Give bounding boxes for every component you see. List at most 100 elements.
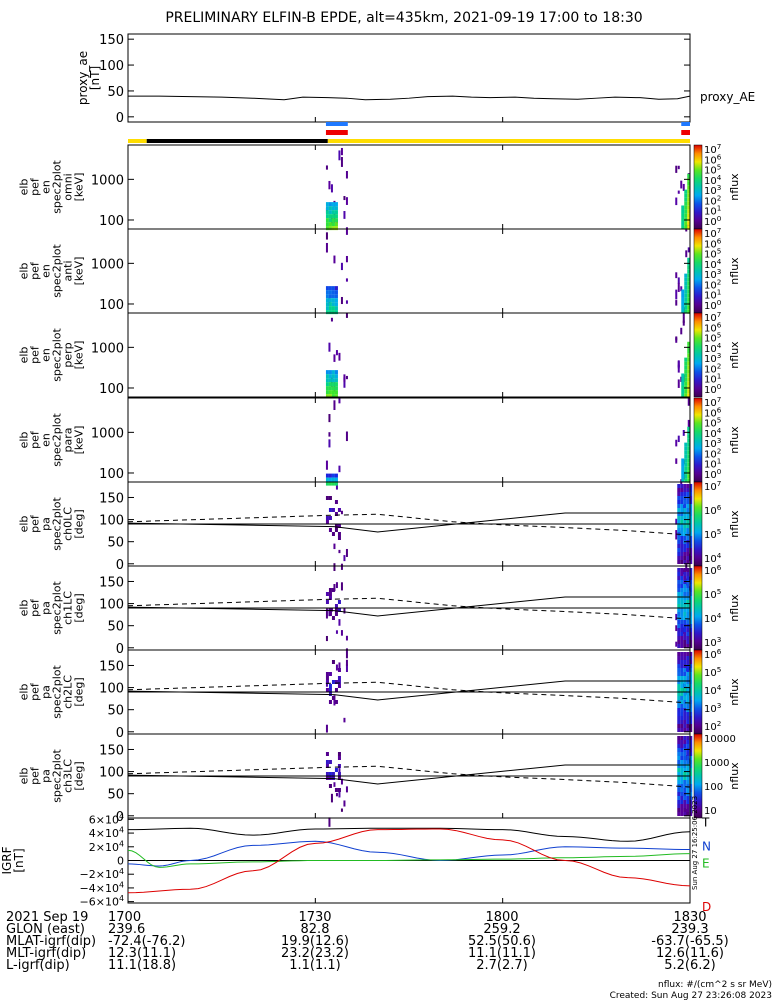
spectro-cell (689, 540, 693, 544)
panel-ylabel-line: [deg] (73, 509, 86, 538)
ephemeris-value: 1700 (108, 910, 141, 925)
spectro-cell (680, 536, 684, 540)
spectro-cell (328, 439, 331, 448)
spectro-cell (328, 180, 331, 190)
spectro-cell (325, 232, 328, 240)
panel-ylabel-line: spec2plot (51, 413, 64, 467)
spectro-cell (680, 680, 684, 684)
spectro-cell (684, 393, 688, 398)
spectro-cell (689, 688, 693, 692)
spectro-cell (684, 450, 688, 455)
ephemeris-value: 1.1(1.1) (289, 958, 341, 973)
spectro-cell (682, 316, 685, 323)
spectro-cell (677, 756, 681, 760)
spectro-cell (681, 289, 685, 294)
spectro-cell (331, 374, 335, 379)
spectro-cell (689, 628, 693, 632)
spectro-cell (686, 764, 690, 768)
spectro-cell (337, 752, 341, 756)
spectro-cell (686, 568, 690, 572)
spectro-cell (687, 277, 691, 282)
ibo-bar (681, 130, 690, 135)
spectro-cell (677, 724, 681, 728)
spectro-cell (677, 812, 681, 816)
spectro-cell (328, 700, 332, 704)
spectro-cell (689, 808, 693, 812)
spectro-cell (689, 592, 693, 596)
spectro-cell (689, 788, 693, 792)
colorbar-label: nflux (728, 510, 741, 538)
panel-ylabel-line: pa (40, 517, 53, 531)
spectro-cell (683, 788, 687, 792)
colorbar-tick-label: 100 (704, 214, 722, 228)
spectro-cell (677, 484, 681, 488)
spectro-cell (683, 756, 687, 760)
spectro-cell (325, 378, 329, 383)
spectro-cell (328, 608, 332, 612)
spectro-cell (331, 386, 335, 391)
spectro-cell (686, 756, 690, 760)
side-stamp: Sun Aug 27 16:25:06 2023 (691, 796, 699, 890)
spectro-cell (686, 812, 690, 816)
spectro-cell (328, 302, 332, 307)
spectro-cell (686, 788, 690, 792)
spectro-cell (681, 293, 685, 298)
spectro-cell (687, 458, 691, 463)
spectro-cell (686, 716, 690, 720)
spectro-cell (338, 549, 341, 554)
spectro-cell (680, 756, 684, 760)
spectro-cell (677, 435, 680, 443)
anti-loss-cone-line (127, 513, 691, 536)
spectro-cell (687, 365, 691, 370)
spectro-cell (338, 768, 341, 773)
science-zone-bar (681, 122, 690, 126)
spectro-cell (338, 150, 341, 161)
spectro-cell (689, 500, 693, 504)
spectro-cell (677, 748, 681, 752)
spectro-cell (677, 796, 681, 800)
spectro-cell (325, 635, 328, 642)
spectro-cell (681, 213, 685, 218)
spectro-cell (325, 206, 329, 211)
loss-cone-line (127, 764, 690, 785)
spectro-cell (677, 792, 681, 796)
spectro-cell (677, 692, 681, 696)
panel-ylabel-line: [keV] (73, 426, 86, 455)
spectro-cell (686, 600, 690, 604)
colorbar-tick-label: 102 (704, 193, 721, 207)
spectro-cell (686, 536, 690, 540)
spectro-cell (684, 293, 688, 298)
spectro-cell (680, 488, 684, 492)
spectro-cell (677, 760, 681, 764)
spectro-cell (677, 744, 681, 748)
spectro-cell (331, 214, 335, 219)
spectro-cell (328, 306, 332, 311)
spectro-cell (686, 744, 690, 748)
proxy-ae-line (128, 95, 691, 101)
spectro-cell (677, 496, 681, 500)
panel-ylabel-line: elb (18, 768, 31, 785)
spectro-cell (683, 636, 687, 640)
ephemeris-value: 11.1(11.1) (468, 946, 536, 961)
ephemeris-row-label: GLON (east) (6, 922, 85, 937)
ephemeris-value: 1800 (485, 910, 518, 925)
spectro-cell (681, 221, 685, 226)
spectro-cell (331, 776, 335, 780)
spectro-cell (328, 294, 332, 299)
spectro-cell (328, 508, 332, 512)
spectro-cell (686, 684, 690, 688)
spectro-cell (328, 214, 332, 219)
spectro-cell (328, 477, 332, 482)
ytick-label: 50 (107, 620, 124, 635)
spectro-cell (677, 524, 681, 528)
spectro-cell (683, 548, 687, 552)
spectro-cell (689, 552, 693, 556)
colorbar-tick-label: 105 (704, 527, 721, 541)
spectro-cell (689, 524, 693, 528)
spectro-cell (343, 800, 346, 807)
spectro-cell (677, 488, 681, 492)
spectro-cell (680, 608, 684, 612)
spectro-cell (689, 712, 693, 716)
